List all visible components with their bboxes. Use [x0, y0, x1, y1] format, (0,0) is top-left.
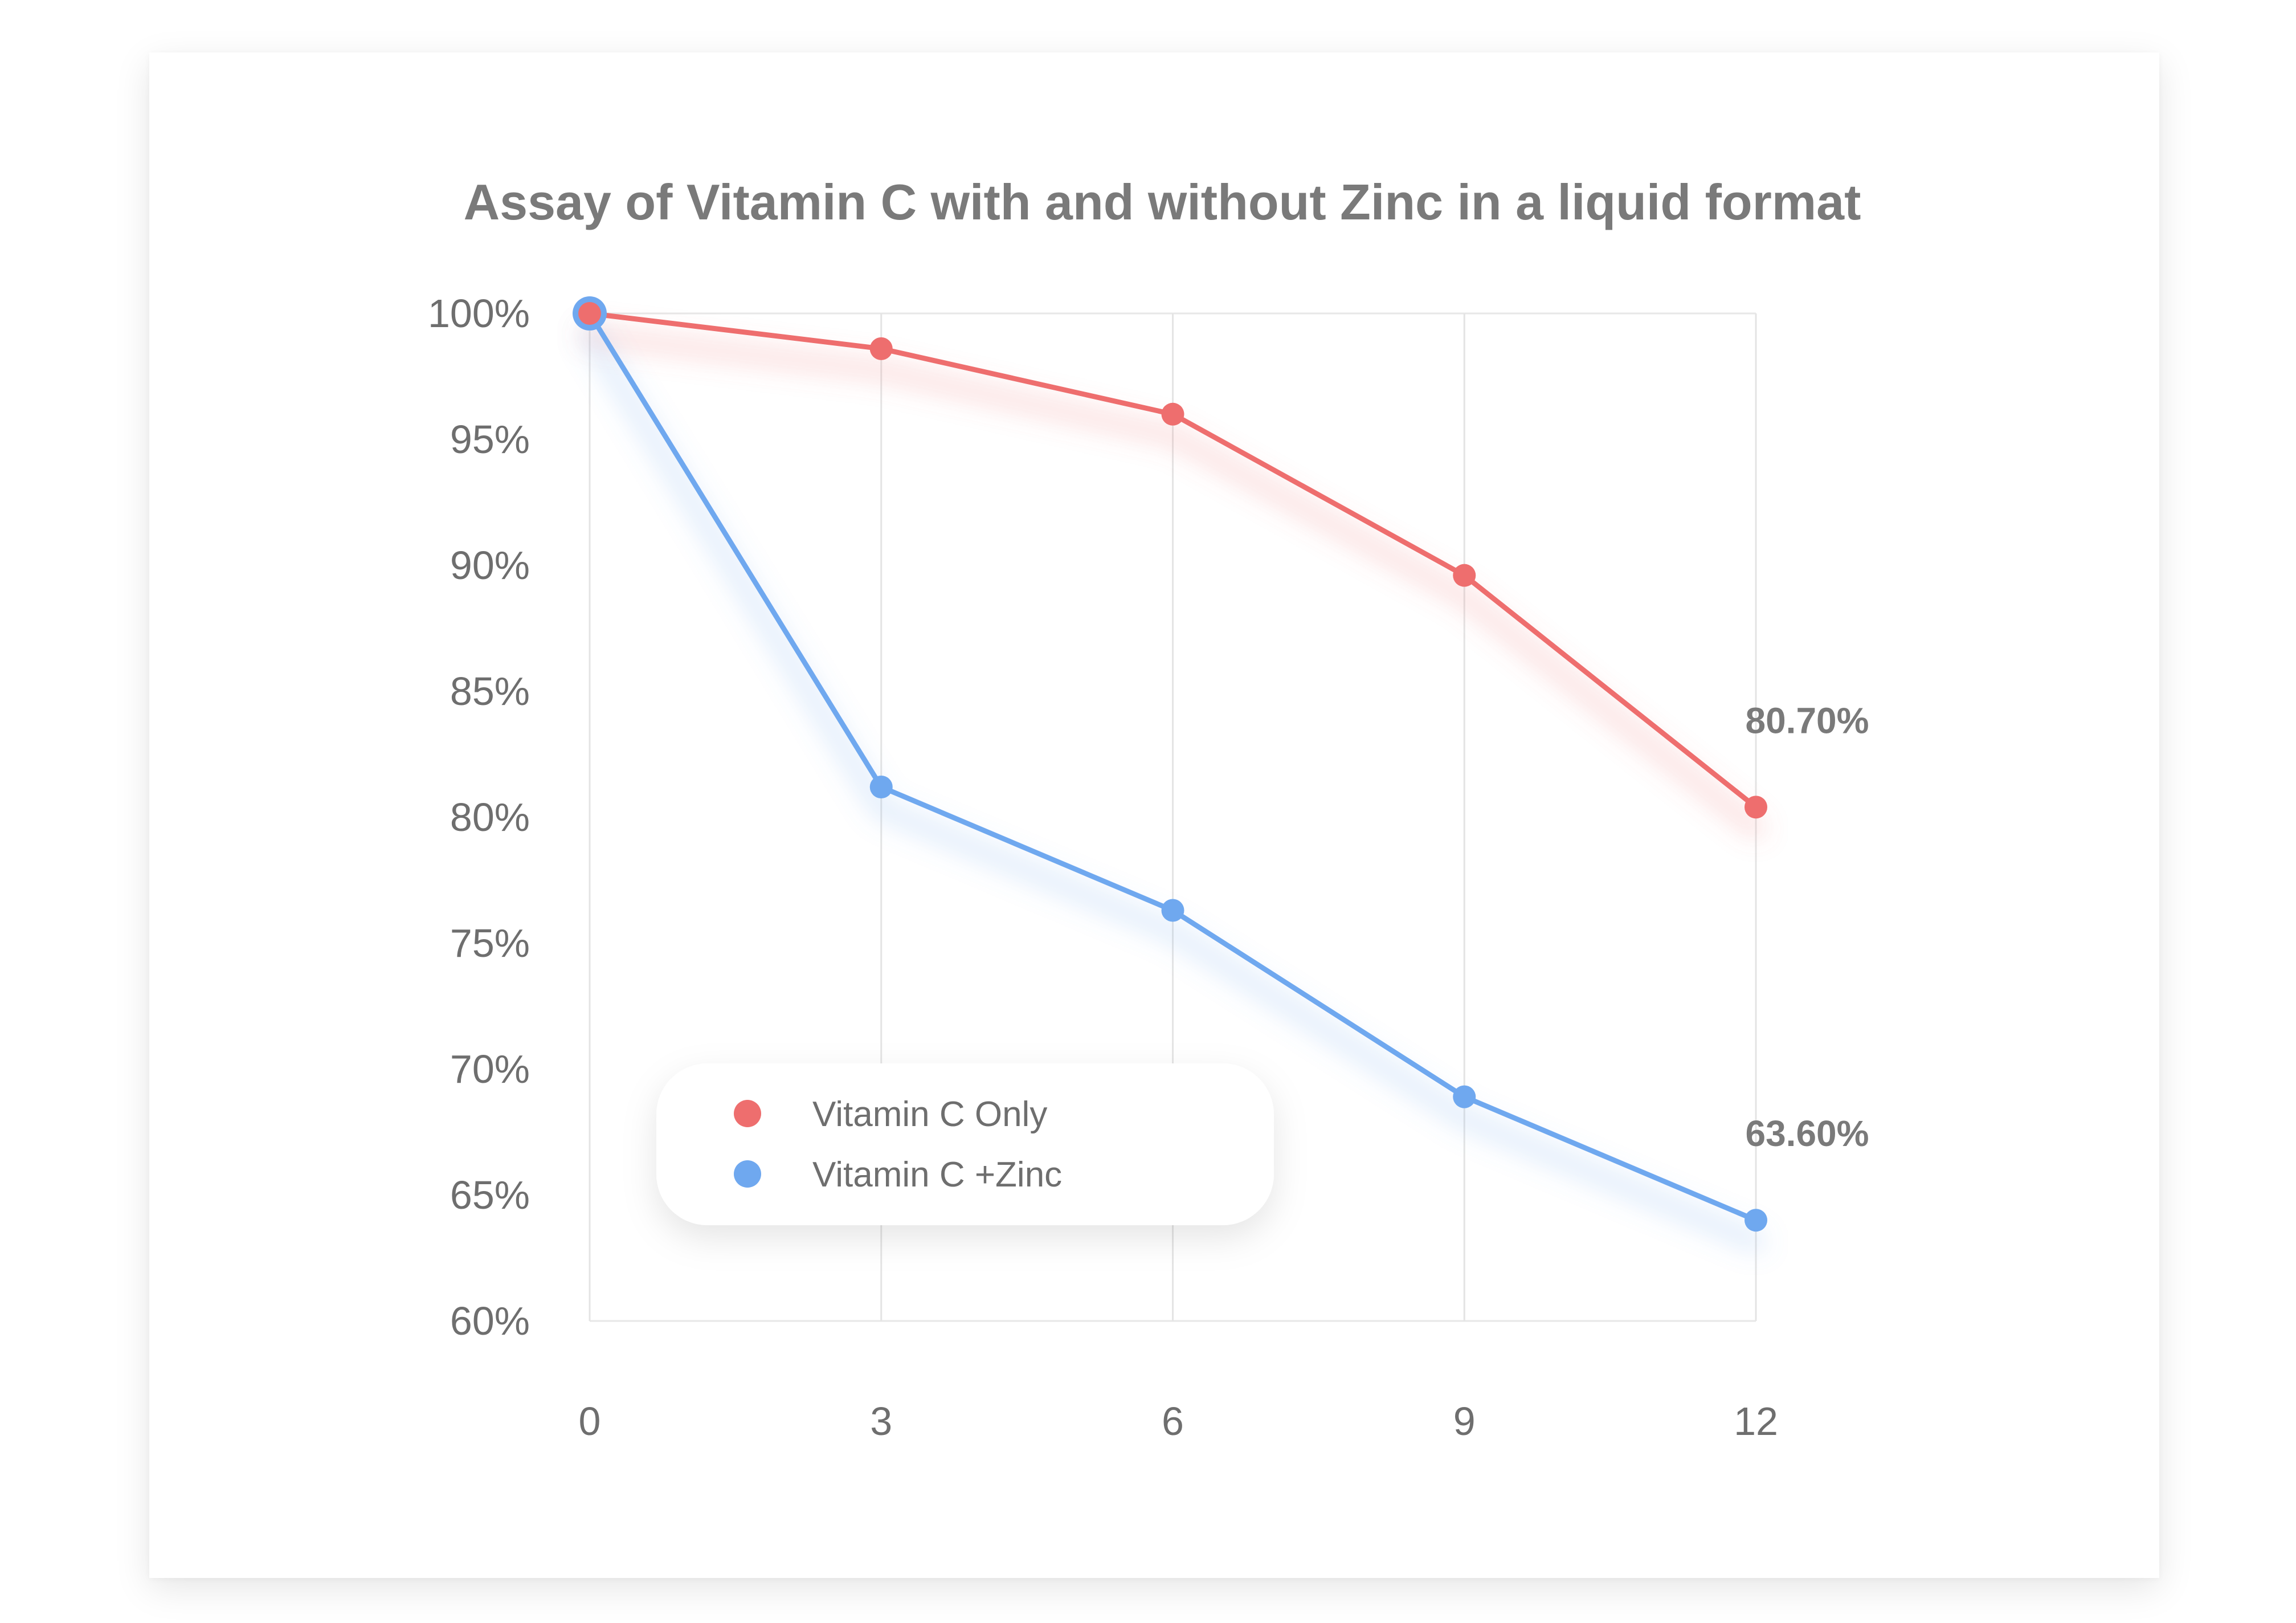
chart-card: [149, 52, 2159, 1578]
y-axis: 100% 95% 90% 85% 80% 75% 70% 65% 60%: [428, 291, 530, 1343]
y-tick-label: 100%: [428, 291, 530, 336]
data-label-end: 80.70%: [1745, 700, 1869, 741]
x-tick-label: 12: [1734, 1399, 1778, 1443]
series-glow-1: [580, 325, 1766, 1252]
y-tick-label: 80%: [450, 795, 530, 839]
series-glow-0: [580, 325, 1766, 839]
x-tick-label: 3: [870, 1399, 892, 1443]
legend-marker-vitamin-c-only: [734, 1100, 761, 1127]
x-tick-label: 0: [579, 1399, 601, 1443]
data-point: [869, 775, 893, 798]
legend: Vitamin C Only Vitamin C +Zinc: [656, 1063, 1274, 1225]
plot-grid: [589, 312, 1757, 1322]
data-point: [869, 337, 893, 360]
chart-title: Assay of Vitamin C with and without Zinc…: [464, 174, 1861, 230]
legend-label-vitamin-c-only: Vitamin C Only: [812, 1095, 1047, 1134]
y-tick-label: 60%: [450, 1299, 530, 1343]
data-point: [578, 302, 601, 325]
x-tick-label: 6: [1162, 1399, 1184, 1443]
legend-marker-vitamin-c-zinc: [734, 1160, 761, 1188]
data-point: [1745, 796, 1767, 819]
y-tick-label: 90%: [450, 543, 530, 588]
x-axis: 0 3 6 9 12: [579, 1399, 1778, 1443]
legend-box: [656, 1063, 1274, 1225]
data-label-end: 63.60%: [1745, 1113, 1869, 1154]
data-point: [1161, 899, 1184, 922]
data-point: [1161, 402, 1184, 426]
x-tick-label: 9: [1453, 1399, 1476, 1443]
data-point: [1453, 1085, 1476, 1108]
data-point: [1745, 1209, 1767, 1232]
series-layer: 80.70% 63.60%: [573, 296, 1869, 1252]
y-tick-label: 95%: [450, 417, 530, 462]
y-tick-label: 75%: [450, 921, 530, 965]
legend-label-vitamin-c-zinc: Vitamin C +Zinc: [812, 1155, 1062, 1194]
y-tick-label: 65%: [450, 1173, 530, 1217]
data-point: [1453, 564, 1476, 587]
y-tick-label: 70%: [450, 1047, 530, 1091]
y-tick-label: 85%: [450, 669, 530, 713]
